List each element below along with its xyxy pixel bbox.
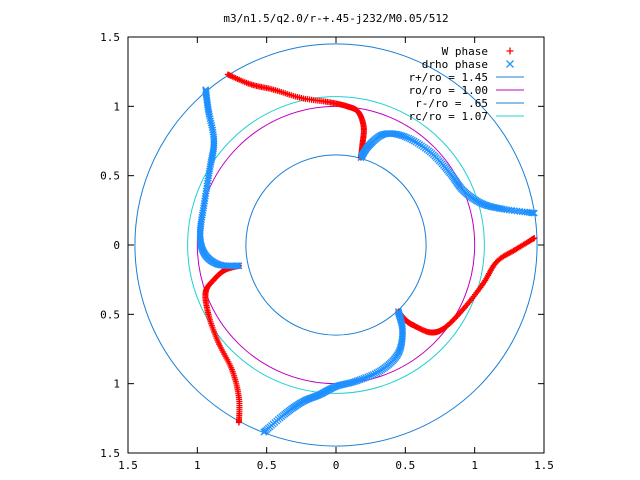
points-layer (196, 71, 538, 436)
data-point (510, 207, 518, 215)
series-0-arm-2 (202, 262, 243, 426)
x-tick-label: 1.5 (118, 459, 138, 472)
circle-series-5 (187, 96, 485, 394)
data-point (260, 428, 268, 436)
legend-swatch (506, 47, 514, 55)
chart-title: m3/n1.5/q2.0/r-+.45-j232/M0.05/512 (223, 12, 448, 25)
series-1-arm-0 (357, 130, 538, 217)
y-tick-label: 0.5 (100, 308, 120, 321)
legend-label: W phase (442, 45, 488, 58)
x-tick-label: 1.5 (534, 459, 554, 472)
circle-series-4 (245, 154, 427, 336)
x-tick-label: 1 (194, 459, 201, 472)
x-tick-label: 0.5 (395, 459, 415, 472)
y-tick-label: 0 (113, 239, 120, 252)
circle-series-3 (196, 105, 476, 385)
x-tick-label: 0.5 (257, 459, 277, 472)
legend-label: ro/ro = 1.00 (409, 84, 488, 97)
legend-label: rc/ro = 1.07 (409, 110, 488, 123)
y-tick-label: 1.5 (100, 31, 120, 44)
legend-label: drho phase (422, 58, 488, 71)
legend-label: r+/ro = 1.45 (409, 71, 488, 84)
data-point (367, 371, 375, 379)
data-point (366, 372, 373, 380)
y-tick-label: 1 (113, 378, 120, 391)
data-point (364, 373, 372, 381)
x-tick-label: 1 (471, 459, 478, 472)
data-point (362, 374, 370, 382)
legend-label: r-/ro = .65 (415, 97, 488, 110)
series-0-arm-0 (224, 71, 367, 161)
data-point (403, 134, 411, 141)
data-point (530, 209, 538, 217)
data-point (369, 370, 377, 378)
y-tick-label: 1 (113, 100, 120, 113)
x-tick-label: 0 (333, 459, 340, 472)
y-tick-label: 1.5 (100, 447, 120, 460)
tick-layer: 1.5 1 0.5 0 0.5 1 1.51.510.500.511.5 (100, 31, 554, 472)
data-point (202, 86, 210, 94)
data-point (529, 209, 537, 217)
data-point (371, 370, 379, 377)
series-1-arm-1 (260, 308, 407, 436)
circle-series-2 (134, 43, 538, 447)
legend-swatch (506, 60, 514, 68)
data-point (508, 206, 516, 214)
series-1-arm-2 (196, 86, 243, 270)
data-point (360, 374, 368, 382)
y-tick-label: 0.5 (100, 170, 120, 183)
